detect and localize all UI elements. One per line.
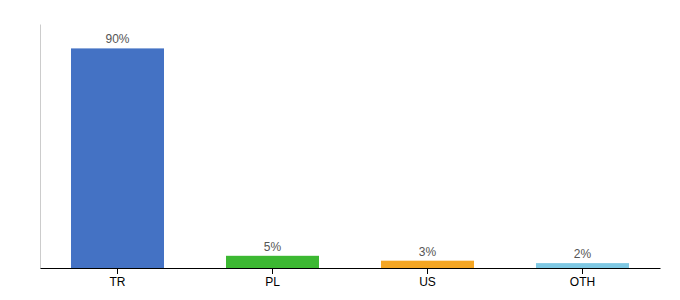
plot: TR PL US OTH 90% 5% 3% 2%: [41, 25, 661, 289]
x-tick-label: OTH: [570, 275, 595, 289]
x-tick-mark: [117, 268, 118, 274]
x-tick: TR: [110, 268, 126, 289]
data-label: 90%: [105, 32, 129, 46]
bar: [226, 256, 319, 268]
x-tick: PL: [265, 268, 280, 289]
data-label: 3%: [419, 245, 437, 259]
x-axis-line: [41, 268, 661, 269]
bar: [381, 261, 474, 268]
x-tick: OTH: [570, 268, 595, 289]
bars: [71, 48, 629, 268]
x-tick: US: [419, 268, 436, 289]
x-tick-mark: [272, 268, 273, 274]
x-tick-label: US: [419, 275, 436, 289]
x-tick-label: PL: [265, 275, 280, 289]
data-label: 5%: [264, 240, 282, 254]
x-axis: TR PL US OTH: [41, 268, 661, 289]
data-labels: 90% 5% 3% 2%: [105, 32, 591, 261]
y-axis: [40, 25, 41, 269]
y-axis-line: [40, 25, 41, 269]
bar: [536, 263, 629, 268]
x-tick-mark: [427, 268, 428, 274]
chart: TR PL US OTH 90% 5% 3% 2%: [0, 0, 680, 300]
data-label: 2%: [574, 247, 592, 261]
bar: [71, 48, 164, 268]
x-tick-mark: [582, 268, 583, 274]
x-tick-label: TR: [110, 275, 126, 289]
